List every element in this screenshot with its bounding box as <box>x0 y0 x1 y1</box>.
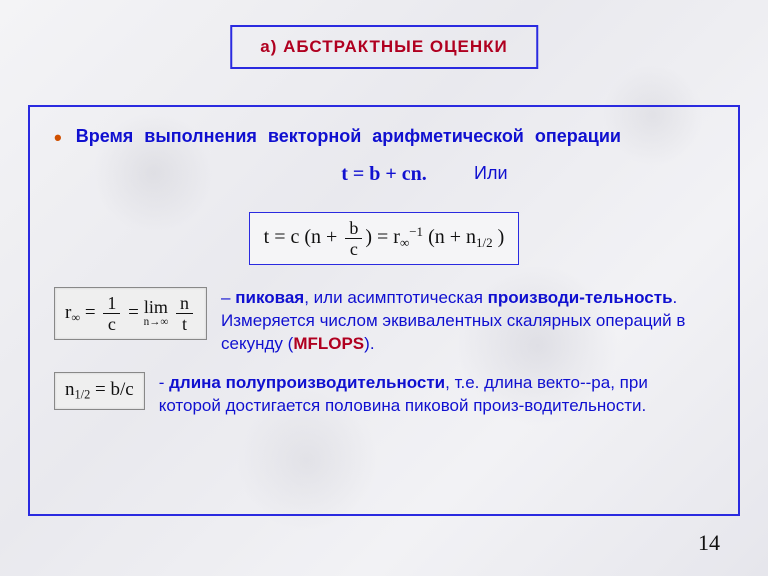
bullet-marker: • <box>54 127 62 149</box>
eq-mid: ) = r <box>365 226 400 248</box>
eq-lhs: t = c (n + <box>264 226 343 248</box>
definition-text-2: - длина полупроизводительности, т.е. дли… <box>159 372 714 418</box>
eq-rhs-close: ) <box>493 226 505 248</box>
eq-half-sub: 1/2 <box>476 235 493 250</box>
definition-text-1: – пиковая, или асимптотическая производи… <box>221 287 714 356</box>
formula-main: t = b + cn. <box>341 163 427 186</box>
eq-r-sup: −1 <box>409 224 423 239</box>
title-text: а) АБСТРАКТНЫЕ ОЦЕНКИ <box>260 37 508 56</box>
bullet-line: • Время выполнения векторной арифметичес… <box>54 125 714 149</box>
page-number: 14 <box>698 530 720 556</box>
formula-or: Или <box>474 163 508 184</box>
eq-rinf: r∞ = 1c = limn→∞ nt <box>54 287 207 340</box>
eq-nhalf: n1/2 = b/c <box>54 372 145 410</box>
bullet-text: Время выполнения векторной арифметическо… <box>76 125 714 148</box>
eq-rhs-open: (n + n <box>423 226 476 248</box>
eq-frac-bc: bc <box>345 219 362 258</box>
title-box: а) АБСТРАКТНЫЕ ОЦЕНКИ <box>230 25 538 69</box>
eq-r-sub: ∞ <box>400 235 409 250</box>
definition-row-1: r∞ = 1c = limn→∞ nt – пиковая, или асимп… <box>54 287 714 356</box>
definition-row-2: n1/2 = b/c - длина полупроизводительност… <box>54 372 714 418</box>
equation-center: t = c (n + bc) = r∞−1 (n + n1/2 ) <box>249 212 520 265</box>
content-frame: • Время выполнения векторной арифметичес… <box>28 105 740 516</box>
formula-line: t = b + cn. Или <box>54 163 714 186</box>
